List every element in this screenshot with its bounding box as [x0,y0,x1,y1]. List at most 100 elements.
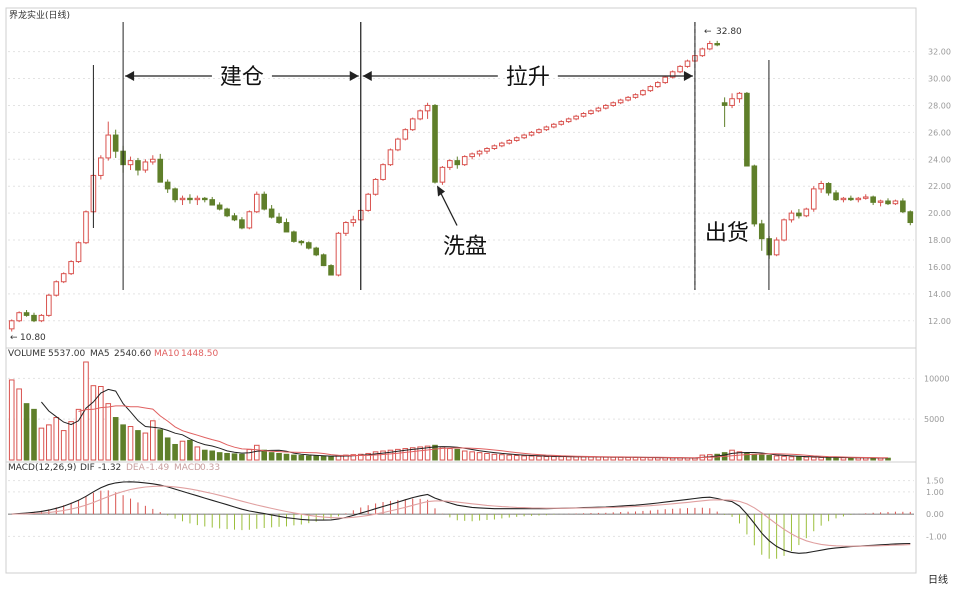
volume-bar [380,450,386,461]
volume-bar [105,403,112,461]
candle-body [283,222,290,233]
volume-bar [469,451,475,461]
volume-bar [90,385,97,461]
candle-body [246,211,253,229]
chart-title: 界龙实业(日线) [9,9,70,21]
candle-body [231,215,238,221]
volume-bar [216,452,223,461]
volume-bar [187,439,193,461]
arrow-head-left [125,71,135,81]
candle-body [53,281,60,296]
candle-body [350,219,357,224]
macd-tick-label: 1.00 [926,488,944,497]
price-tick-label: 22.00 [928,182,951,191]
volume-bar [164,437,171,461]
candle-body [432,104,438,183]
volume-bar [372,451,379,461]
candle-body [239,219,245,229]
volume-bar [825,457,832,461]
candle-body [83,211,89,244]
candle-body [276,216,282,224]
volume-bar [283,453,290,461]
candle-body [499,142,505,147]
volume-bar [528,455,535,461]
macd-dea-line [11,485,911,547]
candle-body [179,197,186,201]
macd-macd-label: MACD [174,463,201,473]
volume-bar [127,426,134,461]
volume-bar [803,456,810,461]
candle-body [298,240,305,244]
volume-bar [276,452,282,461]
annotation-label: 洗盘 [443,235,487,260]
volume-bar [298,455,305,461]
volume-bar [46,424,52,461]
candle-body [729,98,735,106]
candle-body [662,76,669,84]
candle-body [855,197,862,201]
volume-bar [573,456,579,461]
candle-body [343,222,349,234]
price-tick-label: 28.00 [928,101,951,110]
volume-ma10-line [78,405,889,459]
volume-ma10-value: 1448.50 [181,349,218,359]
volume-bar [142,432,149,461]
volume-bar [885,457,891,461]
volume-bar [209,450,216,461]
volume-bar [291,454,297,461]
candle-body [796,212,802,217]
candle-body [60,273,67,283]
volume-bar [268,452,275,461]
candle-body [870,196,876,203]
volume-bar [395,448,401,461]
annotation-label: 出货 [705,221,749,246]
volume-bar [201,449,208,461]
price-label-high: ← 32.80 [704,27,742,37]
candle-body [714,43,721,46]
macd-tick-label: -1.00 [926,532,947,541]
macd-panel [11,481,911,559]
volume-ma5-value: 2540.60 [114,349,151,359]
low-price: 10.80 [20,333,46,343]
candle-body [372,178,379,195]
volume-bar [447,448,453,461]
candle-body [588,110,594,115]
volume-bar [662,457,669,461]
candle-body [803,208,810,217]
candle-body [721,102,728,106]
price-tick-label: 12.00 [928,317,951,326]
high-arrow: ← [704,27,712,37]
axis-labels: 32.00 30.00 28.00 26.00 24.00 22.00 20.00 18.00… [924,48,951,542]
annotation-label: 建仓 [220,65,264,90]
candle-body [513,137,520,141]
volume-legend: VOLUME 5537.00 MA5 2540.60 MA10 1448.50 [8,349,218,359]
volume-bar [194,446,201,461]
candle-body [625,96,631,101]
candle-body [454,160,461,166]
volume-bar [751,453,758,461]
candle-body [320,254,327,267]
candle-body [907,211,914,224]
candle-body [224,208,230,217]
volume-bar [610,456,617,461]
volume-bar [766,455,772,461]
candle-body [395,138,401,151]
candle-body [268,208,275,218]
candle-body [892,200,899,205]
period-label: 日线 [928,573,948,586]
candle-body [595,107,602,112]
volume-bar [521,455,527,461]
candle-body [647,86,654,92]
candle-body [573,115,579,120]
candle-body [900,200,906,213]
candle-body [818,183,824,190]
macd-dea-label: DEA [126,463,146,473]
candle-body [640,90,646,96]
volume-bar [53,417,60,461]
candle-body [31,314,37,322]
volume-bar [580,456,587,461]
candle-body [402,129,409,140]
volume-bar [536,455,542,461]
candle-body [617,99,624,104]
